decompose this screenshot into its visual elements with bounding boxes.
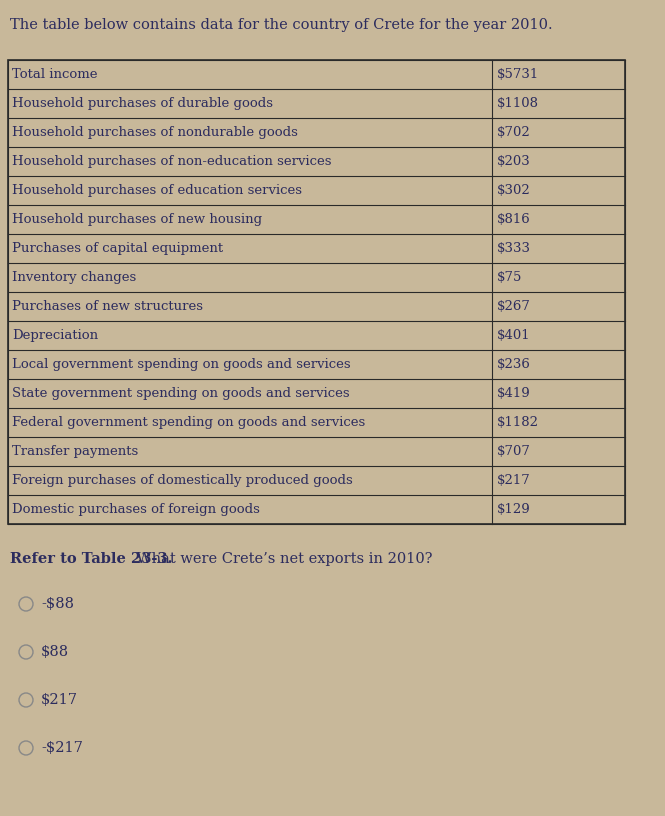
- Text: $419: $419: [497, 387, 531, 400]
- Text: $236: $236: [497, 358, 531, 371]
- Bar: [8, 350, 625, 379]
- Bar: [8, 147, 625, 176]
- Bar: [8, 89, 625, 118]
- Text: $129: $129: [497, 503, 531, 516]
- Text: $5731: $5731: [497, 68, 539, 81]
- Bar: [8, 379, 625, 408]
- Text: Purchases of new structures: Purchases of new structures: [12, 300, 203, 313]
- Text: $333: $333: [497, 242, 531, 255]
- Bar: [8, 60, 625, 89]
- Text: $1182: $1182: [497, 416, 539, 429]
- Bar: [8, 176, 625, 205]
- Text: $267: $267: [497, 300, 531, 313]
- Bar: [8, 321, 625, 350]
- Text: $702: $702: [497, 126, 531, 139]
- Text: Total income: Total income: [12, 68, 98, 81]
- Bar: [8, 60, 625, 524]
- Text: $1108: $1108: [497, 97, 539, 110]
- Text: -$88: -$88: [41, 597, 74, 611]
- Bar: [8, 263, 625, 292]
- Bar: [8, 205, 625, 234]
- Text: $203: $203: [497, 155, 531, 168]
- Text: $401: $401: [497, 329, 531, 342]
- Bar: [8, 466, 625, 495]
- Text: -$217: -$217: [41, 741, 83, 755]
- Bar: [8, 118, 625, 147]
- Text: Refer to Table 23-3.: Refer to Table 23-3.: [10, 552, 172, 566]
- Bar: [8, 234, 625, 263]
- Bar: [8, 408, 625, 437]
- Text: Foreign purchases of domestically produced goods: Foreign purchases of domestically produc…: [12, 474, 352, 487]
- Text: State government spending on goods and services: State government spending on goods and s…: [12, 387, 350, 400]
- Text: Federal government spending on goods and services: Federal government spending on goods and…: [12, 416, 365, 429]
- Text: Domestic purchases of foreign goods: Domestic purchases of foreign goods: [12, 503, 260, 516]
- Text: $88: $88: [41, 645, 69, 659]
- Text: $217: $217: [497, 474, 531, 487]
- Text: $75: $75: [497, 271, 523, 284]
- Text: Local government spending on goods and services: Local government spending on goods and s…: [12, 358, 350, 371]
- Bar: [8, 495, 625, 524]
- Text: $707: $707: [497, 445, 531, 458]
- Text: $217: $217: [41, 693, 78, 707]
- Text: Household purchases of durable goods: Household purchases of durable goods: [12, 97, 273, 110]
- Text: The table below contains data for the country of Crete for the year 2010.: The table below contains data for the co…: [10, 18, 553, 32]
- Text: Depreciation: Depreciation: [12, 329, 98, 342]
- Text: What were Crete’s net exports in 2010?: What were Crete’s net exports in 2010?: [132, 552, 432, 566]
- Text: Purchases of capital equipment: Purchases of capital equipment: [12, 242, 223, 255]
- Bar: [8, 292, 625, 321]
- Bar: [8, 437, 625, 466]
- Text: Household purchases of nondurable goods: Household purchases of nondurable goods: [12, 126, 298, 139]
- Text: $816: $816: [497, 213, 531, 226]
- Text: Transfer payments: Transfer payments: [12, 445, 138, 458]
- Text: Household purchases of education services: Household purchases of education service…: [12, 184, 302, 197]
- Text: $302: $302: [497, 184, 531, 197]
- Text: Household purchases of new housing: Household purchases of new housing: [12, 213, 262, 226]
- Text: Household purchases of non-education services: Household purchases of non-education ser…: [12, 155, 331, 168]
- Text: Inventory changes: Inventory changes: [12, 271, 136, 284]
